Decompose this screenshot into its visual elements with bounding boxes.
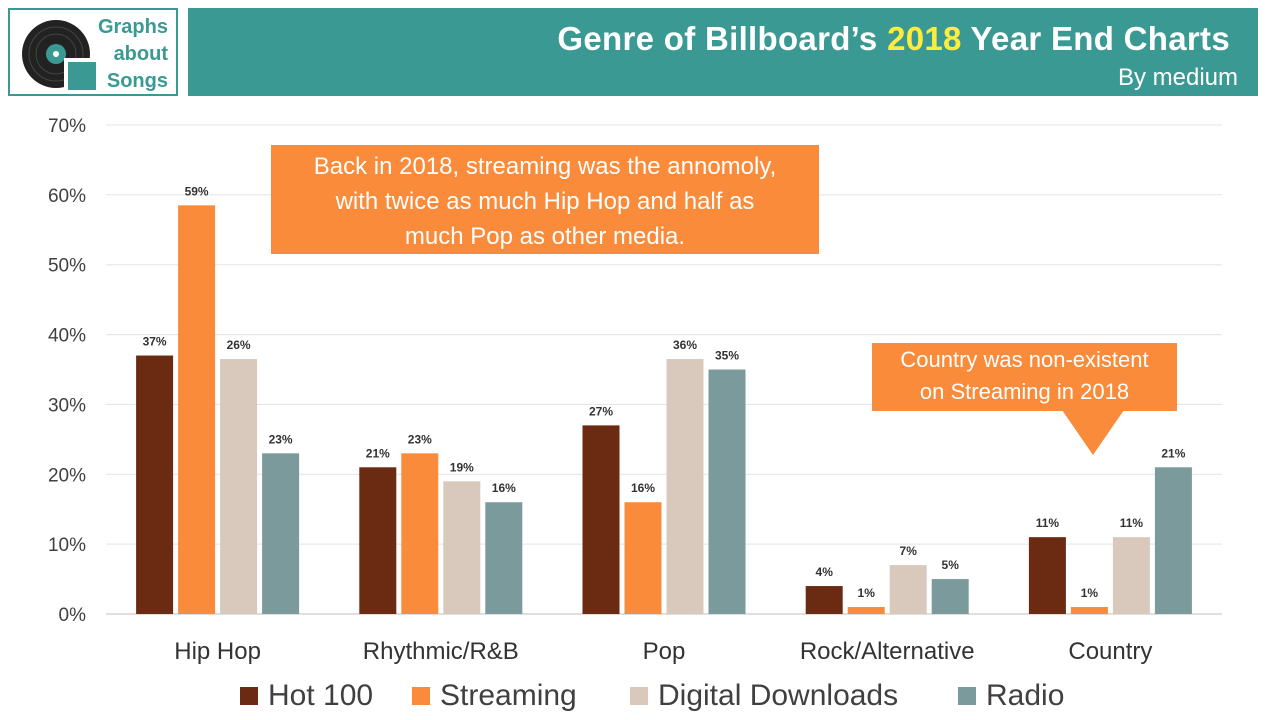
bar-radio-rock-alternative [931, 579, 969, 614]
data-label: 59% [185, 184, 209, 198]
title-banner: Genre of Billboard’s 2018 Year End Chart… [188, 8, 1258, 96]
bar-digital-downloads-country [1112, 537, 1150, 614]
legend: Hot 100 Streaming Digital Downloads Radi… [0, 676, 1280, 716]
annotation-country-line-2: on Streaming in 2018 [919, 379, 1130, 404]
y-tick-label: 40% [48, 326, 86, 347]
legend-swatch-radio [958, 687, 976, 705]
data-label: 5% [942, 558, 960, 572]
legend-swatch-hot-100 [240, 687, 258, 705]
data-label: 35% [715, 349, 739, 363]
logo-line-1: Graphs [97, 16, 168, 38]
y-tick-label: 70% [48, 116, 86, 137]
data-label: 16% [631, 481, 655, 495]
title-prefix: Genre of Billboard’s [557, 20, 888, 57]
chart-subtitle: By medium [1117, 64, 1238, 91]
legend-label-radio: Radio [986, 679, 1065, 712]
y-tick-label: 0% [59, 605, 87, 626]
data-label: 19% [450, 460, 474, 474]
bar-hot-100-rock-alternative [805, 586, 843, 614]
annotation-country: Country was non-existent on Streaming in… [872, 343, 1177, 411]
legend-label-streaming: Streaming [440, 679, 577, 712]
data-label: 23% [408, 432, 432, 446]
data-label: 1% [1081, 586, 1099, 600]
logo-line-2: about [113, 43, 168, 65]
y-tick-label: 20% [48, 465, 86, 486]
annotation-country-pointer [1062, 410, 1124, 455]
data-label: 37% [143, 335, 167, 349]
title-year: 2018 [887, 20, 962, 57]
x-tick-label: Rhythmic/R&B [363, 638, 519, 665]
legend-item-radio: Radio [958, 676, 1064, 716]
data-label: 27% [589, 404, 613, 418]
bar-digital-downloads-pop [666, 359, 704, 614]
legend-swatch-streaming [412, 687, 430, 705]
x-tick-label: Country [1068, 638, 1152, 665]
data-label: 36% [673, 338, 697, 352]
annotation-streaming-line-1: Back in 2018, streaming was the annomoly… [313, 153, 777, 180]
bar-radio-rhythmic-r-b [485, 502, 523, 614]
bar-digital-downloads-rhythmic-r-b [443, 481, 481, 614]
bar-streaming-rock-alternative [847, 607, 885, 614]
data-label: 11% [1120, 516, 1144, 530]
logo-line-3: Songs [106, 70, 168, 92]
legend-swatch-digital-downloads [630, 687, 648, 705]
bar-streaming-pop [624, 502, 662, 614]
bar-hot-100-pop [582, 425, 620, 614]
bar-radio-country [1154, 467, 1192, 614]
data-label: 16% [492, 481, 516, 495]
legend-label-hot-100: Hot 100 [268, 679, 374, 712]
annotation-country-line-1: Country was non-existent [900, 347, 1149, 372]
data-label: 23% [269, 432, 293, 446]
y-tick-label: 10% [48, 535, 86, 556]
y-tick-label: 30% [48, 395, 86, 416]
bar-streaming-hip-hop [178, 205, 216, 615]
bar-radio-hip-hop [262, 453, 300, 614]
legend-item-digital-downloads: Digital Downloads [630, 676, 898, 716]
y-tick-label: 60% [48, 186, 86, 207]
bar-radio-pop [708, 369, 746, 614]
x-tick-label: Hip Hop [174, 638, 261, 665]
bar-hot-100-hip-hop [136, 355, 174, 614]
annotation-streaming: Back in 2018, streaming was the annomoly… [271, 145, 819, 254]
y-tick-label: 50% [48, 256, 86, 277]
chart-title: Genre of Billboard’s 2018 Year End Chart… [557, 20, 1230, 58]
data-label: 4% [816, 565, 834, 579]
x-tick-label: Rock/Alternative [800, 638, 975, 665]
data-label: 11% [1036, 516, 1060, 530]
data-label: 21% [366, 446, 390, 460]
data-label: 7% [900, 544, 918, 558]
data-label: 1% [858, 586, 876, 600]
title-suffix: Year End Charts [961, 20, 1230, 57]
bar-hot-100-country [1028, 537, 1066, 614]
logo: Graphs about Songs [8, 8, 178, 96]
annotation-streaming-line-3: much Pop as other media. [404, 223, 686, 250]
legend-label-digital-downloads: Digital Downloads [658, 679, 899, 712]
legend-item-streaming: Streaming [412, 676, 577, 716]
x-tick-label: Pop [643, 638, 686, 665]
logo-text: Graphs about Songs [98, 14, 168, 95]
annotation-streaming-line-2: with twice as much Hip Hop and half as [335, 188, 755, 215]
bar-digital-downloads-rock-alternative [889, 565, 927, 614]
bar-hot-100-rhythmic-r-b [359, 467, 397, 614]
data-label: 26% [227, 338, 251, 352]
legend-item-hot-100: Hot 100 [240, 676, 373, 716]
data-label: 21% [1161, 446, 1185, 460]
vinyl-record-icon [22, 20, 96, 94]
bar-streaming-country [1070, 607, 1108, 614]
bar-digital-downloads-hip-hop [220, 359, 258, 614]
bar-streaming-rhythmic-r-b [401, 453, 439, 614]
